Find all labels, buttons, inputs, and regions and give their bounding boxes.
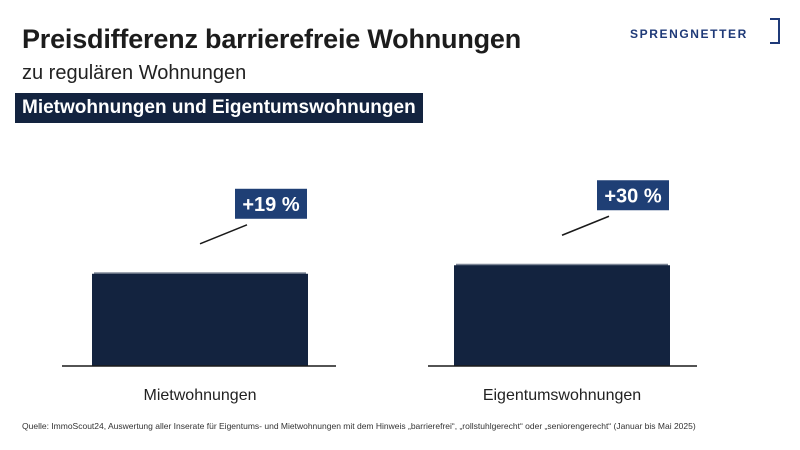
callout-leader-1 <box>199 224 248 245</box>
chart-subtitle: zu regulären Wohnungen <box>22 62 247 84</box>
bar-top-edge-2 <box>456 263 668 266</box>
data-label-2: +30 % <box>604 185 661 207</box>
bar-2 <box>454 265 670 366</box>
bar-1 <box>92 273 308 366</box>
bar-top-edge-1 <box>94 272 306 275</box>
data-label-box-2 <box>597 180 669 211</box>
category-label-1: Mietwohnungen <box>144 387 257 404</box>
data-label-1: +19 % <box>242 194 299 216</box>
source-note: Quelle: ImmoScout24, Auswertung aller In… <box>22 421 696 431</box>
category-label-2: Eigentumswohnungen <box>483 387 641 404</box>
callout-leader-2 <box>561 215 610 236</box>
sprengnetter-logo: SPRENGNETTER <box>620 18 780 44</box>
logo-wordmark: SPRENGNETTER <box>630 27 748 41</box>
category-badge: Mietwohnungen und Eigentumswohnungen <box>15 93 423 123</box>
chart-title: Preisdifferenz barrierefreie Wohnungen <box>22 24 522 54</box>
data-label-box-1 <box>235 188 307 219</box>
logo-bracket-icon <box>770 18 780 44</box>
